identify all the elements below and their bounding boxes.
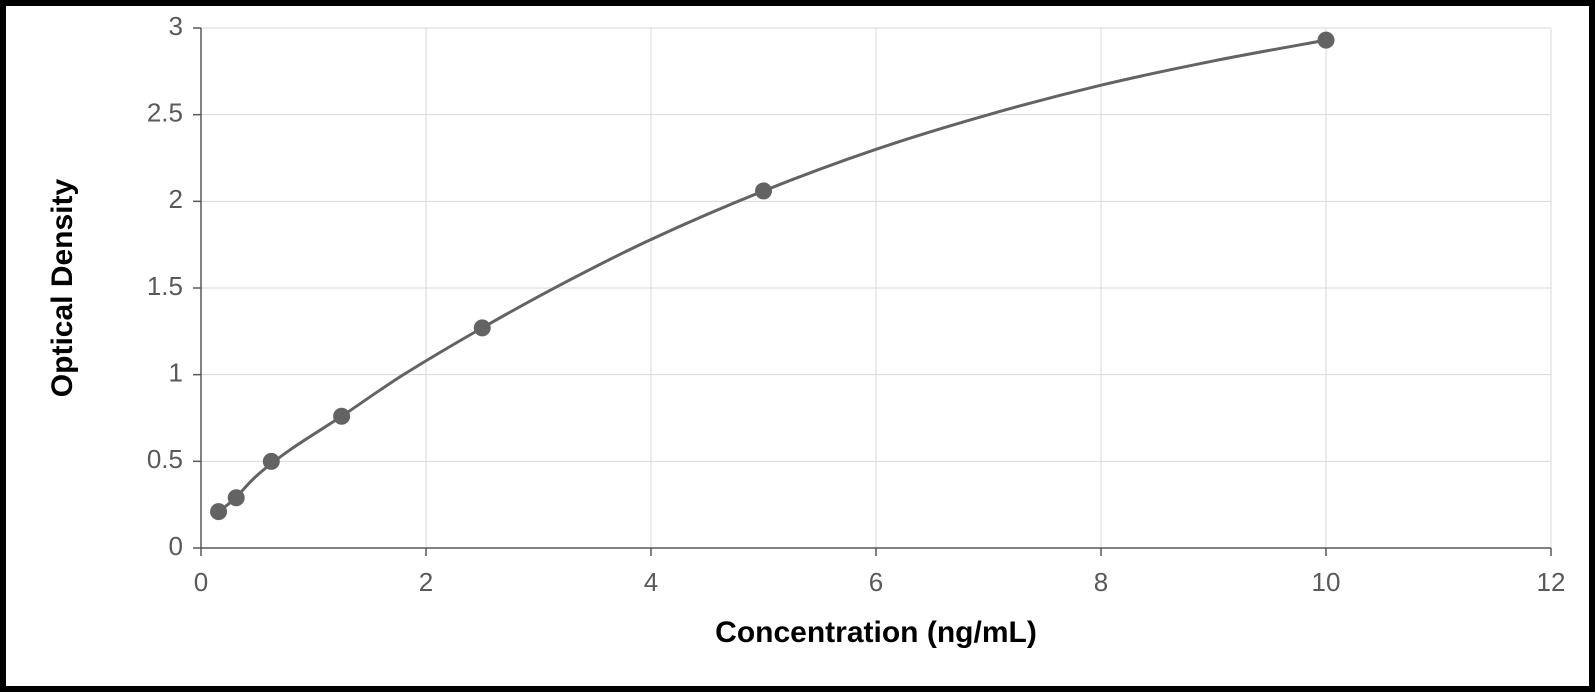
chart-svg: 0 2 4 6 8 10 12 0 0.5 1 1.5 2 2.5 3 Concentration (n…	[6, 6, 1589, 686]
data-point	[1318, 32, 1334, 48]
x-tick-label: 8	[1094, 567, 1108, 597]
data-point	[211, 504, 227, 520]
y-tick-label: 0.5	[147, 444, 183, 474]
y-tick-label: 2	[169, 184, 183, 214]
fitted-curve	[219, 40, 1326, 511]
x-axis-label: Concentration (ng/mL)	[715, 616, 1037, 649]
axes-group	[193, 28, 1551, 556]
data-point	[228, 490, 244, 506]
y-tick-label: 0	[169, 531, 183, 561]
data-point	[263, 453, 279, 469]
x-tick-label: 2	[419, 567, 433, 597]
xticks-group: 0 2 4 6 8 10 12	[194, 567, 1566, 597]
x-tick-label: 12	[1537, 567, 1566, 597]
x-tick-label: 10	[1312, 567, 1341, 597]
y-tick-label: 3	[169, 11, 183, 41]
x-tick-label: 4	[644, 567, 658, 597]
curve-group	[219, 40, 1326, 511]
y-tick-label: 1.5	[147, 271, 183, 301]
chart-frame: 0 2 4 6 8 10 12 0 0.5 1 1.5 2 2.5 3 Concentration (n…	[0, 0, 1595, 692]
y-tick-label: 2.5	[147, 98, 183, 128]
y-axis-label: Optical Density	[46, 178, 79, 397]
data-point	[474, 320, 490, 336]
y-tick-label: 1	[169, 358, 183, 388]
points-group	[211, 32, 1334, 519]
x-tick-label: 0	[194, 567, 208, 597]
x-tick-label: 6	[869, 567, 883, 597]
data-point	[334, 408, 350, 424]
grid-group	[201, 28, 1551, 548]
data-point	[756, 183, 772, 199]
yticks-group: 0 0.5 1 1.5 2 2.5 3	[147, 11, 183, 561]
